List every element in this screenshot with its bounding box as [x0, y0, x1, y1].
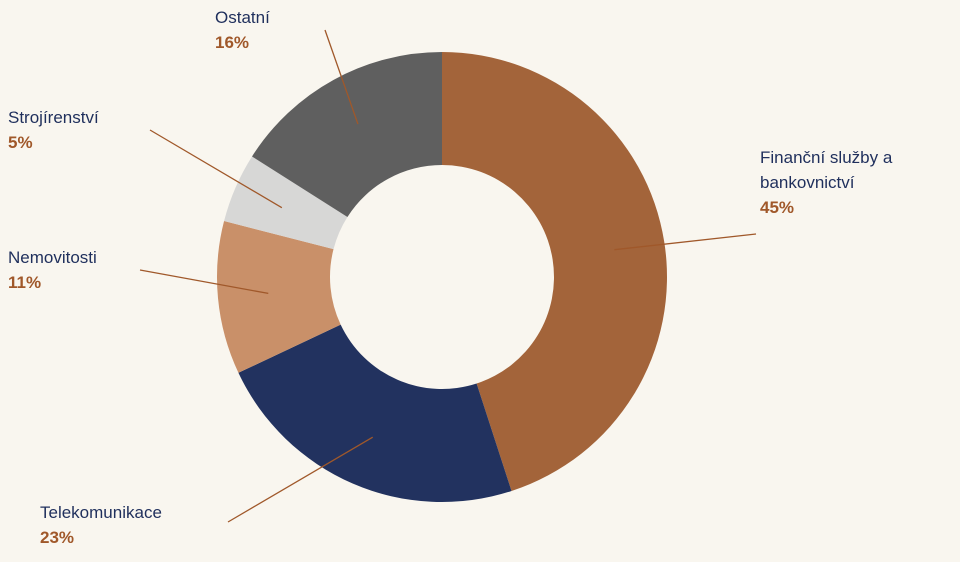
value-label: 5%	[8, 133, 33, 152]
slice-label: Nemovitosti 11%	[8, 245, 158, 295]
category-label: Telekomunikace	[40, 503, 162, 522]
donut-slice	[442, 52, 667, 491]
leader-line	[227, 436, 374, 523]
leader-line	[324, 29, 359, 125]
donut-slice	[238, 324, 512, 502]
slice-label: Strojírenství 5%	[8, 105, 158, 155]
category-label: Ostatní	[215, 8, 270, 27]
leader-line	[614, 233, 757, 251]
category-label: Finanční služby a bankovnictví	[760, 148, 893, 192]
slice-label: Ostatní 16%	[215, 5, 335, 55]
donut-slice	[252, 51, 442, 217]
donut-slice	[224, 156, 348, 250]
donut-slice	[217, 221, 341, 373]
slice-label: Telekomunikace 23%	[40, 500, 240, 550]
category-label: Strojírenství	[8, 108, 99, 127]
value-label: 45%	[760, 198, 795, 217]
leader-line	[139, 269, 269, 295]
value-label: 11%	[8, 273, 42, 292]
value-label: 16%	[215, 33, 250, 52]
slice-label: Finanční služby a bankovnictví 45%	[760, 145, 960, 220]
value-label: 23%	[40, 528, 75, 547]
leader-line	[149, 129, 283, 209]
category-label: Nemovitosti	[8, 248, 97, 267]
